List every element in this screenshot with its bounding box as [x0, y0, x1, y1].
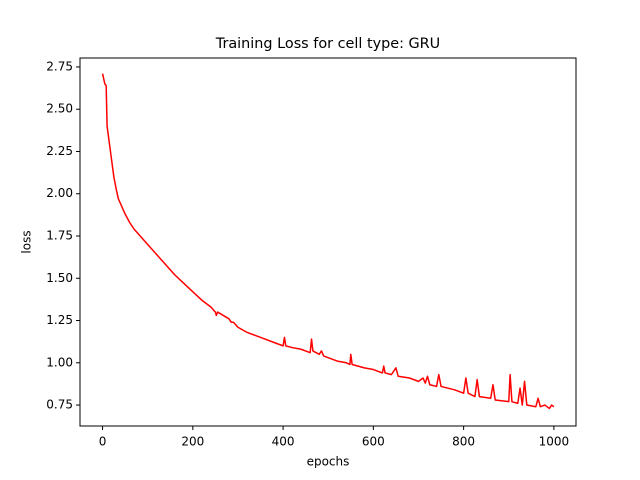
y-tick-label: 2.50	[46, 102, 73, 116]
y-tick-label: 1.25	[46, 313, 73, 327]
y-tick-label: 2.00	[46, 186, 73, 200]
y-tick-label: 1.75	[46, 228, 73, 242]
x-tick-label: 1000	[539, 435, 570, 449]
y-axis-label: loss	[20, 230, 34, 253]
y-tick-label: 0.75	[46, 398, 73, 412]
y-tick-label: 2.25	[46, 144, 73, 158]
x-axis-label: epochs	[307, 455, 350, 469]
plot-frame	[79, 57, 577, 427]
y-tick-label: 2.75	[46, 59, 73, 73]
x-tick-label: 600	[362, 435, 385, 449]
chart-title: Training Loss for cell type: GRU	[215, 36, 440, 52]
x-tick-label: 200	[181, 435, 204, 449]
x-tick-label: 400	[272, 435, 295, 449]
x-tick-label: 800	[452, 435, 475, 449]
y-tick-label: 1.50	[46, 271, 73, 285]
line	[101, 73, 555, 410]
y-tick-label: 1.00	[46, 355, 73, 369]
x-tick-label: 0	[99, 435, 107, 449]
